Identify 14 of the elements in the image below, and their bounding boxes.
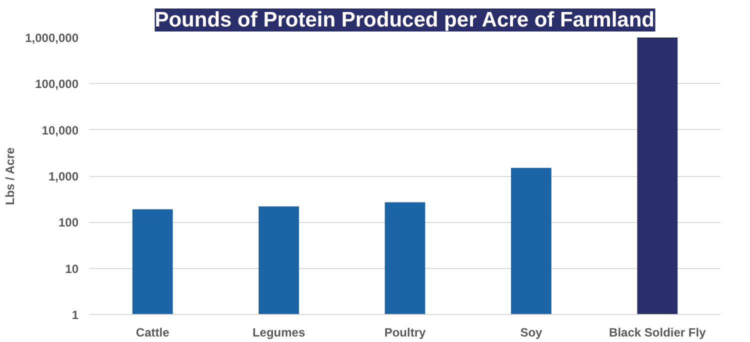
x-tick-label: Poultry: [384, 326, 426, 340]
chart-title: Pounds of Protein Produced per Acre of Farmland: [154, 8, 655, 32]
y-tick-label: 100,000: [35, 77, 79, 92]
y-axis-title: Lbs / Acre: [3, 147, 18, 206]
y-tick-label: 1,000,000: [25, 31, 79, 45]
x-tick-label: Cattle: [136, 326, 170, 340]
x-tick-label: Soy: [520, 326, 543, 340]
y-tick-label: 10,000: [42, 123, 79, 138]
y-tick-label: 1,000: [48, 170, 79, 184]
y-tick-label: 1: [72, 308, 79, 322]
x-tick-label: Legumes: [252, 326, 306, 340]
x-tick-label: Black Soldier Fly: [609, 326, 706, 340]
y-tick-label: 10: [65, 262, 79, 276]
y-tick-label: 100: [58, 216, 79, 230]
